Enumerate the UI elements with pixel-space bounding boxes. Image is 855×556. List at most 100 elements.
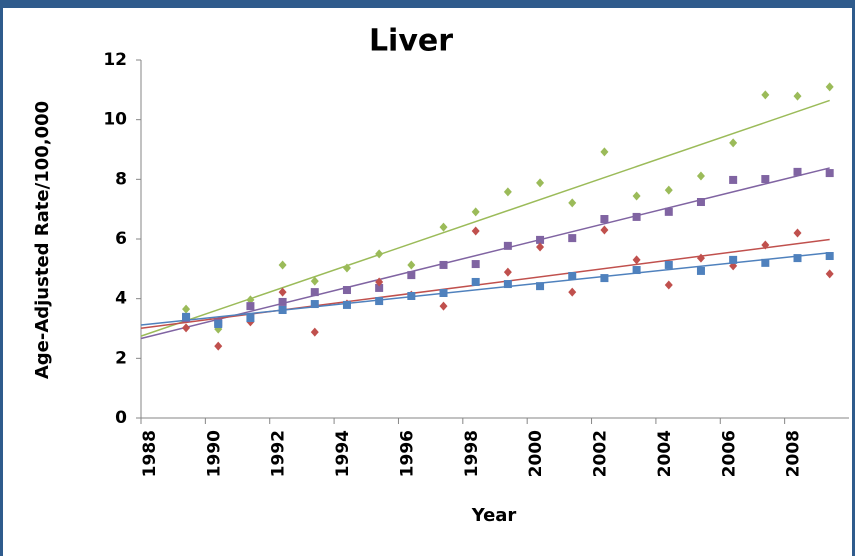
point: [375, 277, 384, 287]
y-tick-label: 8: [115, 169, 127, 189]
point: [310, 288, 319, 297]
point: [664, 280, 673, 290]
point: [696, 253, 705, 263]
point: [471, 226, 480, 236]
x-tick-label: 2004: [655, 430, 675, 477]
point: [600, 147, 609, 157]
point: [439, 222, 448, 232]
y-tick-label: 10: [103, 110, 127, 130]
x-axis-label: Year: [471, 505, 517, 526]
point: [342, 300, 351, 309]
point: [536, 178, 545, 188]
x-tick-label: 1994: [333, 430, 353, 477]
point: [632, 266, 641, 275]
x-tick-label: 2008: [784, 430, 804, 477]
chart-title: Liver: [369, 24, 453, 59]
point: [439, 260, 448, 269]
x-tick-label: 2006: [719, 430, 739, 477]
point: [793, 167, 802, 176]
point: [632, 212, 641, 221]
point: [182, 304, 191, 314]
point: [278, 260, 287, 270]
y-tick-label: 6: [115, 229, 127, 249]
point: [246, 302, 255, 311]
point: [182, 312, 191, 321]
point: [600, 225, 609, 235]
point: [568, 271, 577, 280]
point: [536, 235, 545, 244]
point: [246, 295, 255, 305]
point: [278, 306, 287, 315]
point: [793, 91, 802, 101]
point: [503, 187, 512, 197]
y-tick-label: 4: [115, 289, 127, 309]
x-tick-label: 2002: [591, 430, 611, 477]
point: [632, 191, 641, 201]
point: [761, 240, 770, 250]
point: [407, 291, 416, 300]
point: [632, 255, 641, 265]
point: [825, 269, 834, 279]
point: [568, 198, 577, 208]
point: [310, 327, 319, 337]
point: [761, 90, 770, 100]
point: [761, 258, 770, 267]
point: [696, 171, 705, 181]
point: [342, 286, 351, 295]
point: [825, 82, 834, 92]
point: [503, 280, 512, 289]
point: [664, 260, 673, 269]
point: [729, 255, 738, 264]
point: [471, 260, 480, 269]
x-tick-label: 1992: [269, 430, 289, 477]
point: [471, 277, 480, 286]
point: [696, 198, 705, 207]
point: [793, 254, 802, 263]
point: [471, 207, 480, 217]
point: [761, 175, 770, 184]
point: [568, 234, 577, 243]
x-tick-label: 1998: [462, 430, 482, 477]
x-tick-label: 2000: [526, 430, 546, 477]
point: [536, 282, 545, 291]
point: [214, 341, 223, 351]
point: [342, 263, 351, 273]
point: [439, 301, 448, 311]
point: [503, 241, 512, 250]
point: [600, 274, 609, 283]
point: [568, 287, 577, 297]
y-tick-label: 12: [103, 50, 127, 70]
point: [664, 207, 673, 216]
point: [310, 276, 319, 286]
point: [825, 169, 834, 178]
chart: Liver Age-Adjusted Rate/100,000 Year 0 2 4…: [32, 24, 849, 526]
point: [182, 323, 191, 333]
point: [214, 320, 223, 329]
x-tick-label: 1990: [204, 430, 224, 477]
point: [310, 300, 319, 309]
y-tick-label: 2: [115, 348, 127, 368]
point: [407, 271, 416, 280]
point: [278, 297, 287, 306]
point: [664, 185, 673, 195]
point: [278, 287, 287, 297]
x-tick-label: 1996: [397, 430, 417, 477]
trend-line: [140, 167, 830, 340]
point: [375, 249, 384, 259]
point: [375, 297, 384, 306]
point: [600, 215, 609, 224]
point: [407, 260, 416, 270]
point: [793, 228, 802, 238]
point: [536, 242, 545, 252]
point: [696, 266, 705, 275]
point: [503, 267, 512, 277]
trend-line: [140, 99, 830, 337]
x-tick-label: 1988: [140, 430, 160, 477]
point: [375, 283, 384, 292]
y-tick-label: 0: [115, 408, 127, 428]
frame: Liver Age-Adjusted Rate/100,000 Year 0 2 4…: [3, 8, 852, 556]
point: [729, 175, 738, 184]
point: [729, 138, 738, 148]
point: [246, 314, 255, 323]
